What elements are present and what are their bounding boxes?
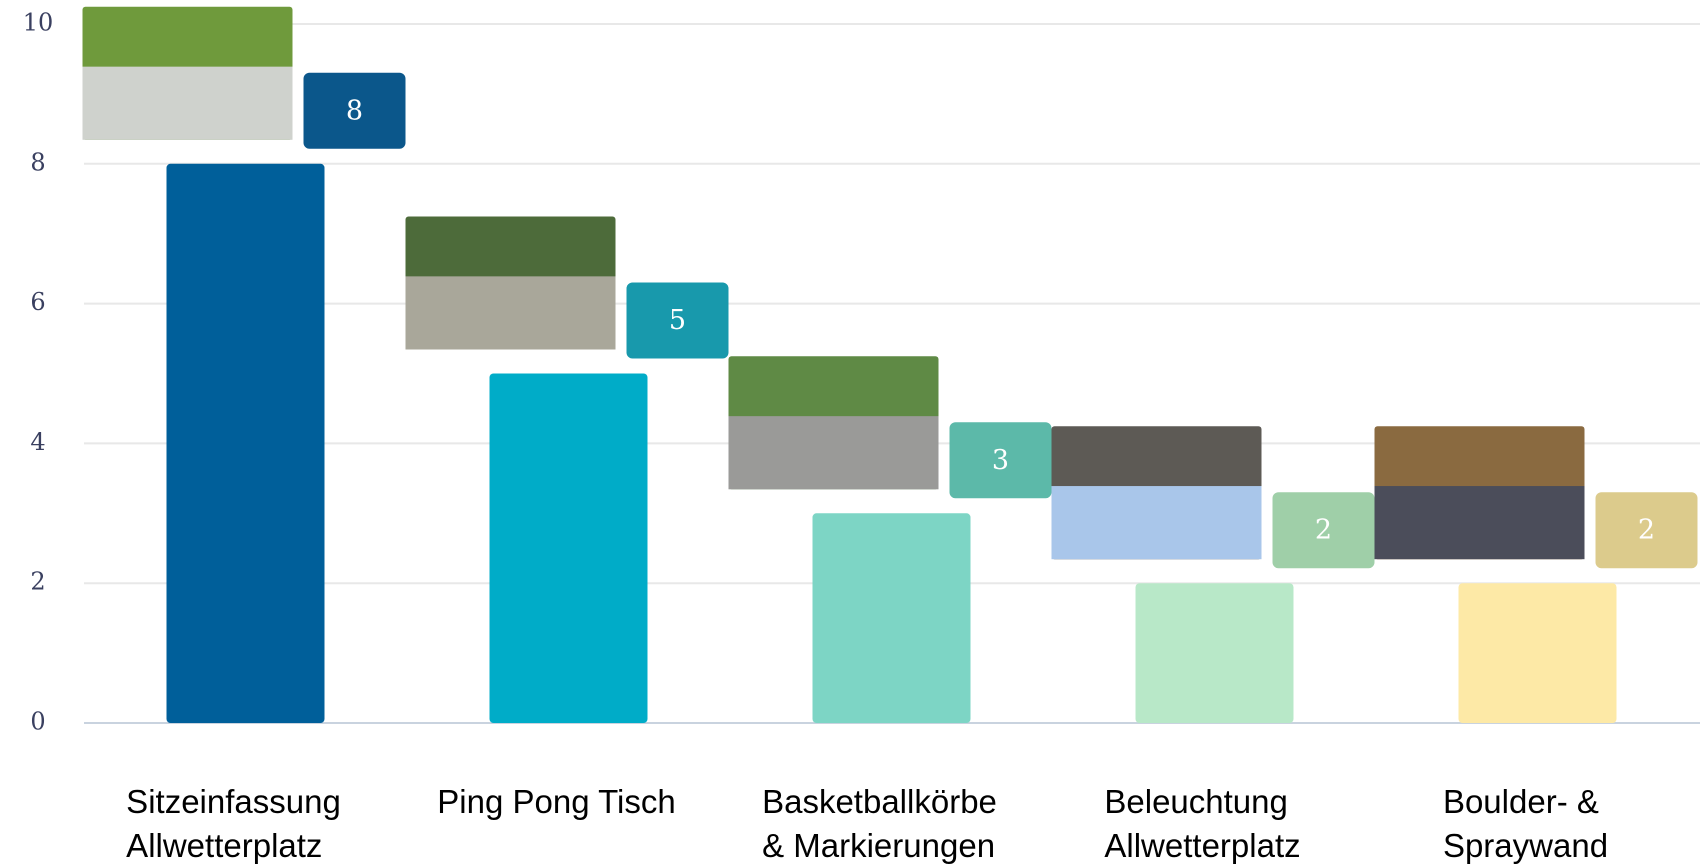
photo [405, 216, 616, 350]
bar [812, 513, 971, 723]
value-label: 2 [1315, 515, 1332, 546]
value-label-box [626, 282, 729, 359]
bar [489, 373, 648, 723]
x-tick-label: Sitzeinfassung Allwetterplatz [126, 783, 341, 864]
y-tick-label: 4 [30, 428, 45, 456]
y-tick-label: 10 [23, 9, 54, 37]
value-label-box [1272, 492, 1375, 569]
photo-ground [405, 276, 616, 350]
value-label: 2 [1638, 515, 1655, 546]
bar [1458, 583, 1617, 723]
y-tick-label: 2 [30, 568, 45, 596]
value-label: 3 [992, 445, 1009, 476]
value-label-box [303, 72, 406, 149]
x-tick-label: Ping Pong Tisch [437, 783, 676, 820]
value-label-box [949, 422, 1052, 499]
photo-ground [82, 66, 293, 140]
photo [1051, 426, 1262, 560]
value-label-box [1595, 492, 1698, 569]
photo [1374, 426, 1585, 560]
photo-ground [728, 416, 939, 490]
photo-ground [1051, 486, 1262, 560]
x-tick-label: Boulder- & Spraywand [1442, 783, 1609, 864]
photo-ground [1374, 486, 1585, 560]
value-label: 8 [346, 95, 363, 126]
photo [82, 6, 293, 140]
y-tick-label: 8 [30, 148, 45, 176]
photo [728, 356, 939, 490]
bar [166, 163, 325, 724]
y-tick-label: 6 [30, 288, 45, 316]
bar [1135, 583, 1294, 723]
value-label: 5 [669, 305, 686, 336]
x-tick-label: Basketballkörbe & Markierungen [762, 783, 997, 864]
y-tick-label: 0 [30, 708, 45, 736]
x-tick-label: Beleuchtung Allwetterplatz [1104, 783, 1301, 864]
